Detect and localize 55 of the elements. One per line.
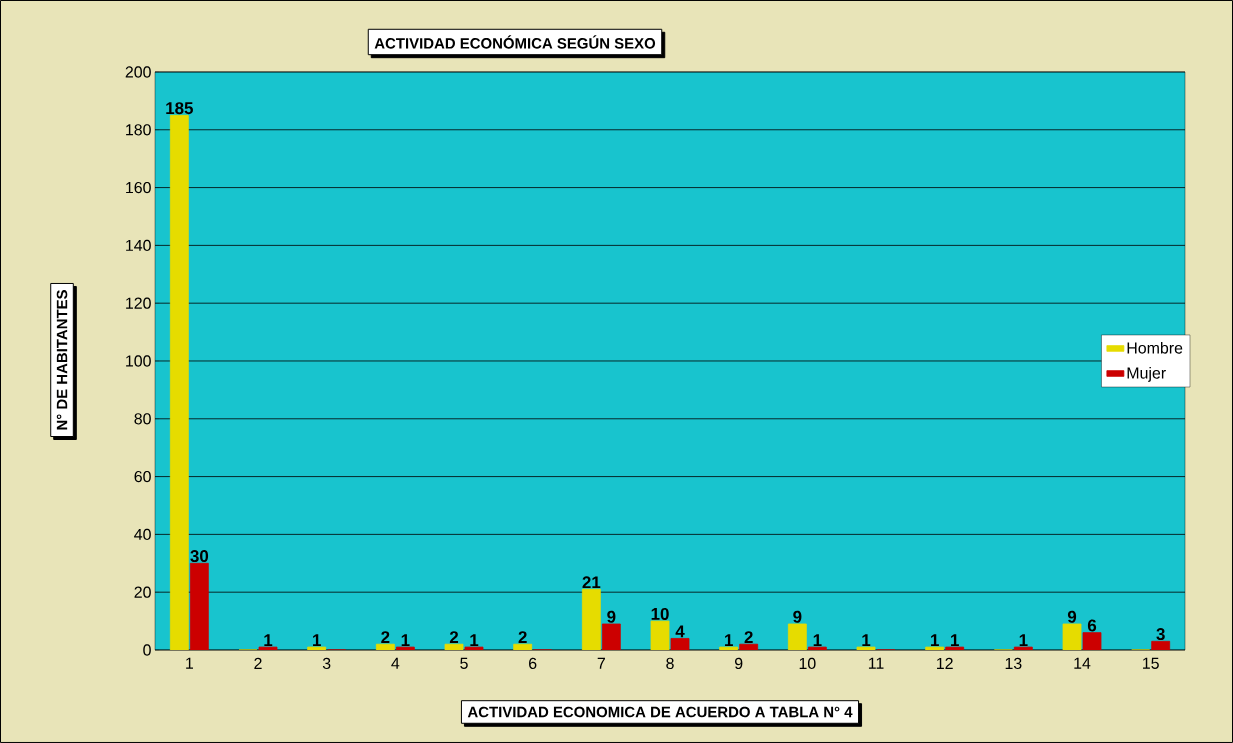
data-label: 6 bbox=[1087, 619, 1097, 632]
data-label: 9 bbox=[1067, 610, 1077, 623]
legend-label: Mujer bbox=[1127, 366, 1166, 382]
x-tick-label: 13 bbox=[1005, 657, 1022, 670]
data-label: 2 bbox=[518, 631, 527, 644]
x-tick-label: 12 bbox=[937, 657, 953, 669]
data-label: 1 bbox=[313, 634, 321, 646]
data-label: 1 bbox=[1019, 634, 1028, 646]
data-label: 4 bbox=[675, 625, 685, 638]
x-tick-label: 1 bbox=[186, 657, 193, 669]
data-label: 2 bbox=[381, 631, 390, 644]
data-label: 1 bbox=[813, 634, 822, 646]
x-tick-label: 11 bbox=[868, 657, 884, 669]
data-label: 2 bbox=[449, 631, 459, 644]
x-tick-label: 7 bbox=[597, 657, 605, 669]
x-axis-title: ACTIVIDAD ECONOMICA DE ACUERDO A TABLA N° 4 bbox=[467, 706, 853, 718]
x-tick-label: 9 bbox=[735, 657, 743, 670]
data-label: 1 bbox=[951, 634, 959, 646]
x-tick-label: 2 bbox=[254, 657, 262, 669]
y-tick-label: 180 bbox=[126, 124, 151, 136]
x-tick-label: 8 bbox=[666, 657, 674, 670]
x-tick-label: 15 bbox=[1143, 657, 1159, 669]
y-axis-title: N° DE HABITANTES bbox=[56, 290, 68, 430]
y-tick-label: 100 bbox=[126, 355, 151, 367]
y-tick-label: 80 bbox=[134, 413, 151, 425]
y-tick-label: 20 bbox=[134, 586, 151, 598]
y-tick-label: 120 bbox=[126, 297, 151, 309]
data-label: 1 bbox=[401, 634, 410, 646]
legend-label: Hombre bbox=[1127, 341, 1183, 354]
data-label: 9 bbox=[607, 610, 616, 623]
y-tick-label: 160 bbox=[126, 181, 151, 194]
y-tick-label: 40 bbox=[134, 528, 151, 541]
y-tick-label: 200 bbox=[125, 66, 151, 78]
data-label: 10 bbox=[651, 607, 669, 620]
data-label: 1 bbox=[470, 634, 479, 646]
data-label: 30 bbox=[190, 550, 209, 563]
data-label: 21 bbox=[582, 576, 601, 589]
x-tick-label: 5 bbox=[460, 657, 468, 669]
data-label: 185 bbox=[166, 102, 193, 115]
x-tick-label: 10 bbox=[799, 657, 816, 670]
data-label: 1 bbox=[862, 634, 871, 646]
chart-title: ACTIVIDAD ECONÓMICA SEGÚN SEXO bbox=[374, 35, 656, 49]
x-tick-label: 6 bbox=[529, 657, 537, 670]
y-tick-label: 60 bbox=[134, 470, 151, 483]
x-tick-label: 14 bbox=[1074, 657, 1091, 669]
data-label: 9 bbox=[793, 610, 802, 623]
data-label: 2 bbox=[744, 631, 753, 644]
x-tick-label: 4 bbox=[391, 657, 400, 669]
data-label: 1 bbox=[264, 634, 273, 646]
data-label: 1 bbox=[931, 634, 939, 646]
y-tick-label: 0 bbox=[143, 644, 151, 656]
x-tick-label: 3 bbox=[322, 657, 331, 670]
data-label: 1 bbox=[725, 634, 733, 646]
y-tick-label: 140 bbox=[126, 239, 151, 252]
data-label: 3 bbox=[1156, 628, 1165, 641]
